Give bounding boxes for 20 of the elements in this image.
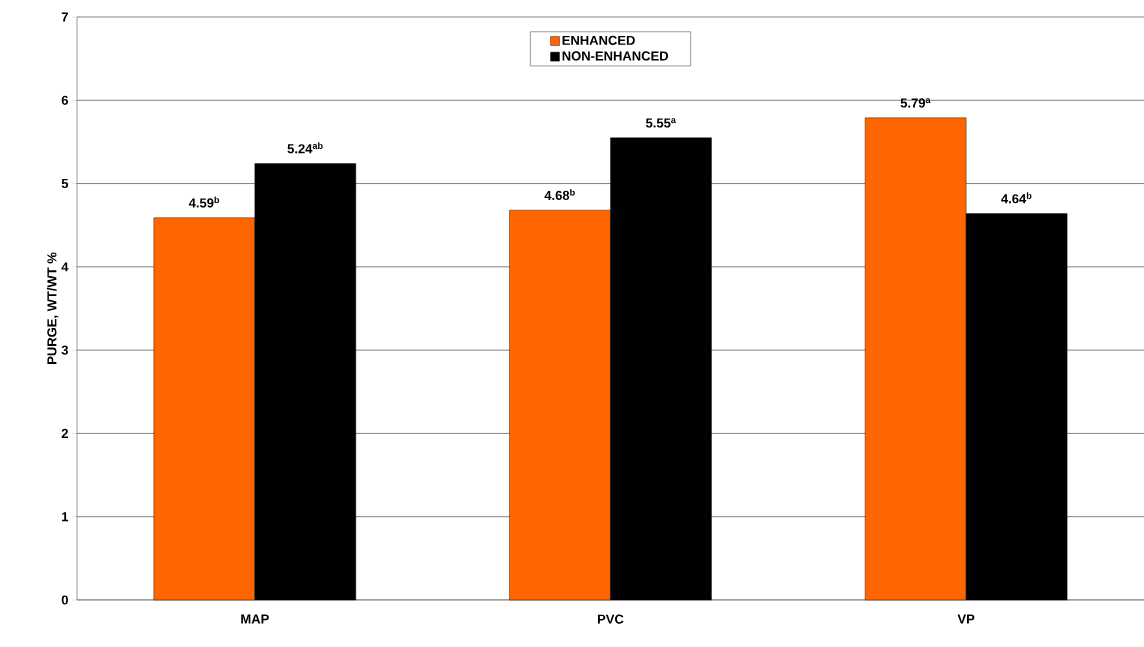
- x-tick-label: MAP: [241, 614, 269, 624]
- y-tick-label: 2: [61, 428, 68, 438]
- y-tick-label: 1: [62, 512, 69, 522]
- data-label: 4.64$^{b}$: [1001, 192, 1032, 204]
- y-tick-label: 7: [61, 12, 68, 22]
- x-tick-label: PVC: [597, 614, 624, 624]
- y-axis-title: PURGE, WT/WT %: [46, 252, 59, 364]
- data-label: 5.24$^{ab}$: [287, 142, 323, 154]
- y-tick-label: 3: [61, 345, 68, 355]
- data-label: 5.79$^{a}$: [900, 98, 931, 108]
- y-tick-label: 0: [61, 595, 68, 605]
- y-tick-label: 5: [61, 179, 69, 189]
- data-label: 5.55$^{a}$: [645, 118, 676, 128]
- data-label: 4.59$^{b}$: [188, 196, 220, 208]
- legend-label: ENHANCED: [562, 35, 635, 45]
- legend-label: NON-ENHANCED: [562, 51, 669, 61]
- y-tick-label: 4: [61, 262, 69, 272]
- y-tick-label: 6: [61, 95, 68, 105]
- data-label: 4.68$^{b}$: [544, 188, 575, 201]
- x-tick-label: VP: [957, 614, 975, 624]
